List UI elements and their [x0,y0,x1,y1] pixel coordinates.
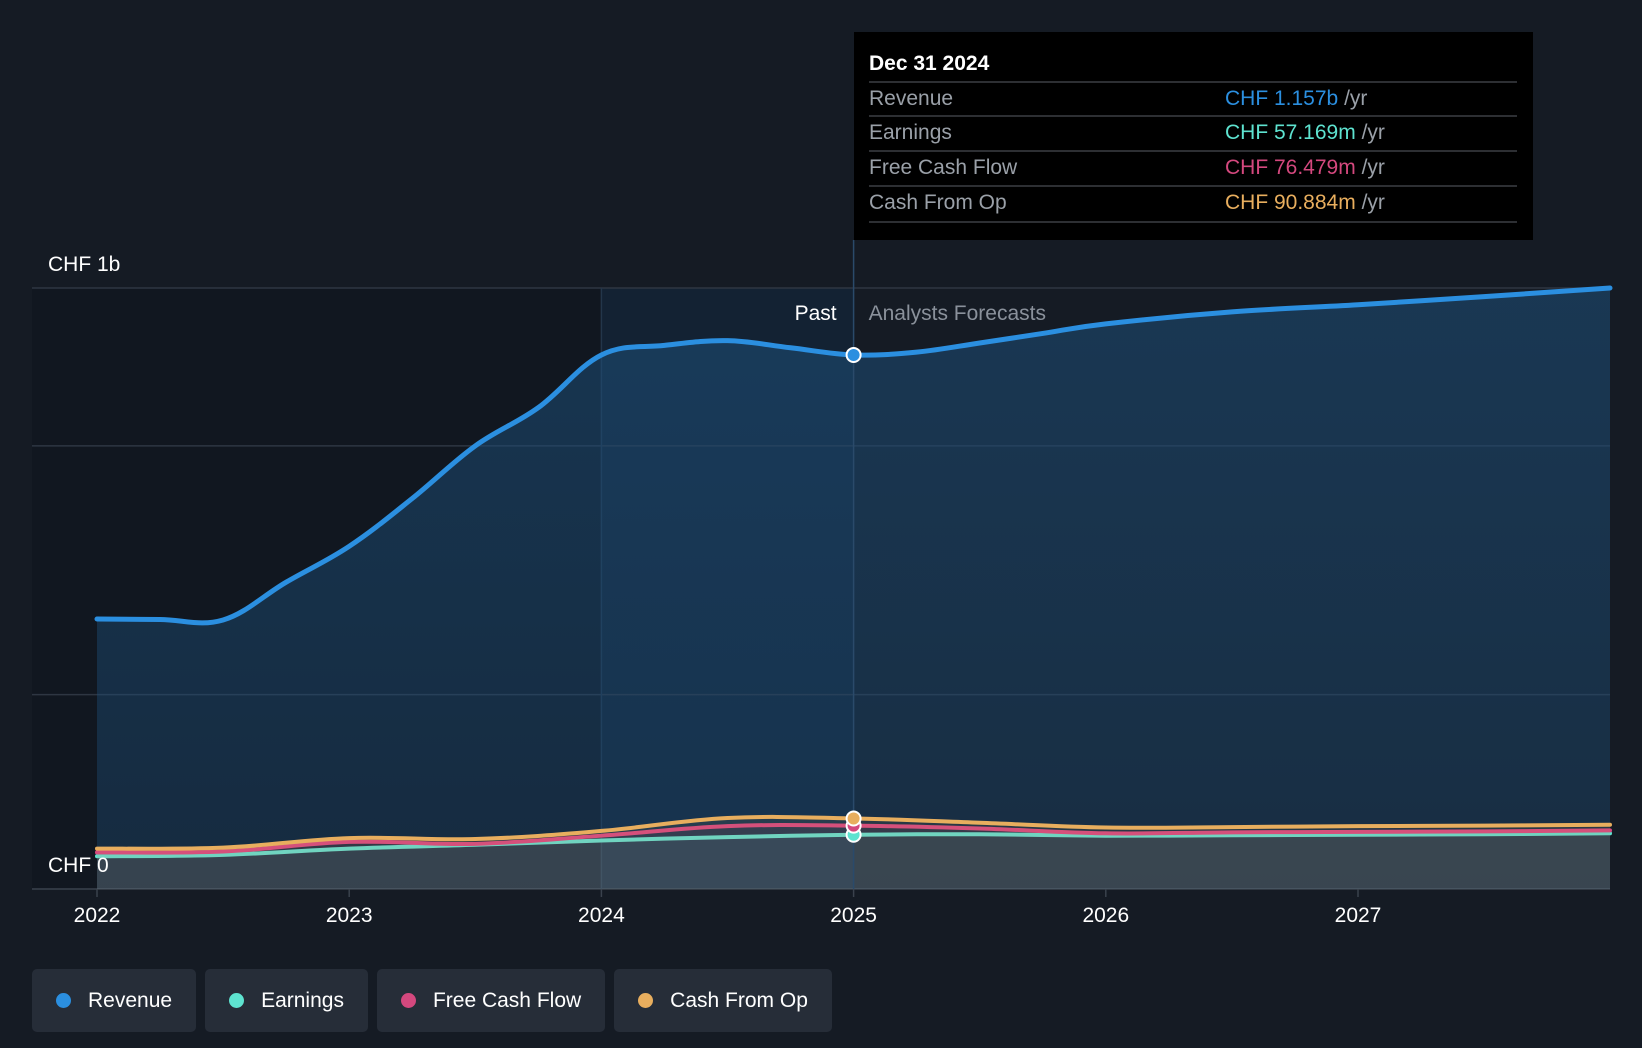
legend-item-earnings[interactable]: Earnings [205,969,368,1032]
revenue-marker [845,346,862,363]
x-tick-label: 2026 [1082,904,1129,927]
past-label: Past [795,302,837,325]
tooltip-row-label: Earnings [869,121,952,144]
cash-from-op-dot-icon [638,993,654,1008]
legend-item-revenue[interactable]: Revenue [32,969,197,1032]
x-tick-label: 2027 [1335,904,1382,927]
revenue-dot-icon [56,993,71,1008]
x-tick-label: 2023 [326,904,373,927]
earnings-dot-icon [229,993,245,1008]
legend-label-earnings: Earnings [261,988,344,1012]
forecast-label: Analysts Forecasts [869,302,1046,325]
legend-item-free-cash-flow[interactable]: Free Cash Flow [376,969,606,1032]
legend-label-cash-from-op: Cash From Op [670,988,808,1012]
cash-from-op-marker [845,810,862,827]
x-tick-label: 2024 [578,904,625,927]
tooltip-background [854,32,1533,240]
tooltip-row-value: CHF 1.157b /yr [1225,87,1367,110]
y-label-zero: CHF 0 [48,854,109,877]
tooltip-title: Dec 31 2024 [869,52,990,75]
tooltip: Dec 31 2024 Revenue CHF 1.157b /yr Earnings… [854,32,1533,240]
legend-label-revenue: Revenue [88,988,173,1012]
tooltip-row-label: Free Cash Flow [869,156,1018,179]
y-label-top: CHF 1b [48,253,120,276]
legend: Revenue Earnings Free Cash Flow Cash Fro… [32,969,832,1032]
legend-item-cash-from-op[interactable]: Cash From Op [614,969,832,1032]
tooltip-row-value: CHF 90.884m /yr [1225,191,1385,214]
x-tick-label: 2025 [830,904,877,927]
tooltip-row-value: CHF 76.479m /yr [1225,156,1385,179]
tooltip-row-value: CHF 57.169m /yr [1225,121,1385,144]
revenue-line [94,285,1613,626]
legend-label-free-cash-flow: Free Cash Flow [432,988,582,1012]
x-tick-label: 2022 [74,904,121,927]
tooltip-row-label: Cash From Op [869,191,1007,214]
tooltip-row-label: Revenue [869,87,953,110]
free-cash-flow-dot-icon [400,993,416,1008]
